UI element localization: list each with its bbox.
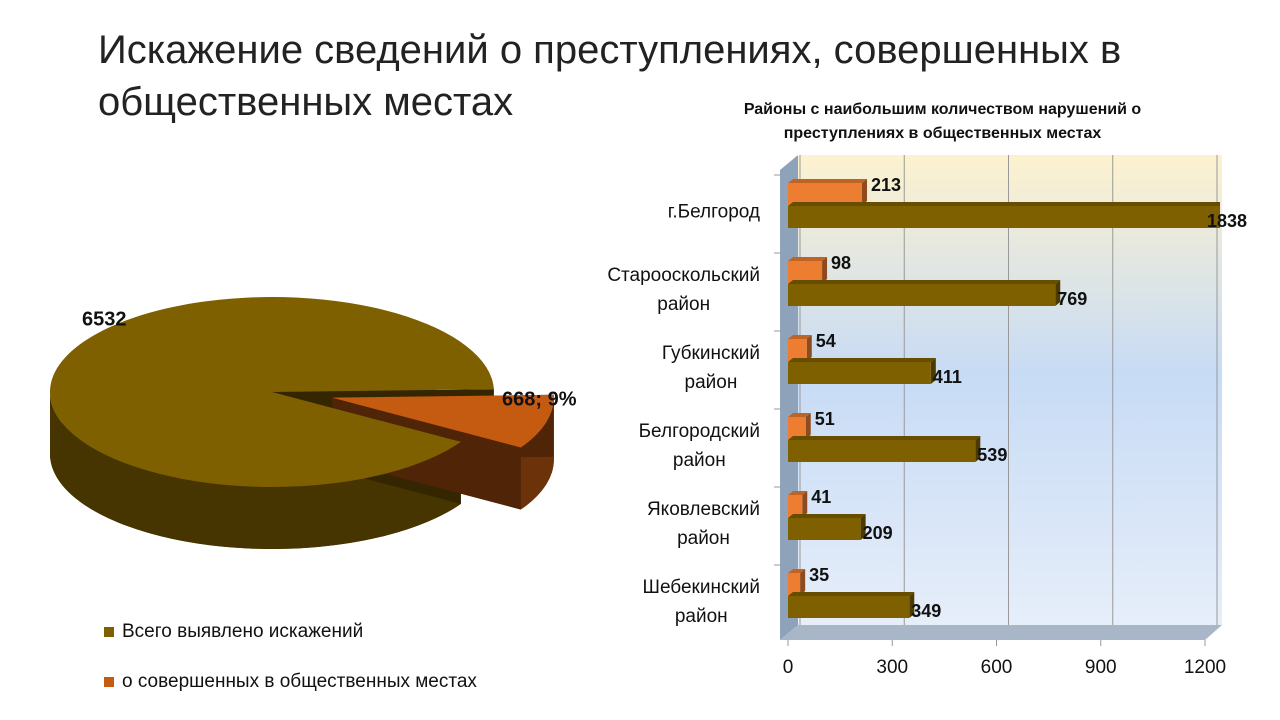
data-label: 41 xyxy=(811,487,831,507)
bar xyxy=(788,339,807,361)
bar-side xyxy=(909,592,915,618)
chart-title: Районы с наибольшим количеством нарушени… xyxy=(743,101,1142,142)
bar xyxy=(788,440,976,462)
bar-top xyxy=(788,179,868,183)
bar-side xyxy=(822,257,828,283)
legend-item: Всего выявлено искажений xyxy=(104,621,363,643)
y-tick-label: г.Белгород xyxy=(667,201,760,223)
x-tick-label: 0 xyxy=(783,657,794,678)
bar-side xyxy=(930,358,936,384)
bar xyxy=(788,261,823,283)
pie-side xyxy=(50,392,461,549)
data-label: 213 xyxy=(871,175,901,195)
bar-top xyxy=(788,592,915,596)
x-tick-label: 600 xyxy=(981,657,1013,678)
bar-top xyxy=(788,280,1061,284)
data-label: 51 xyxy=(815,409,835,429)
bar-top xyxy=(788,257,828,261)
bar-side xyxy=(860,514,866,540)
bar-side xyxy=(1055,280,1061,306)
data-label: 209 xyxy=(863,523,893,543)
y-tick-label: Губкинский район xyxy=(661,343,760,393)
data-label: 35 xyxy=(809,565,829,585)
data-label: 6532 xyxy=(82,308,127,330)
data-label: 54 xyxy=(816,331,836,351)
bar xyxy=(788,495,803,517)
bar-top xyxy=(788,202,1220,206)
y-tick-label: Шебекинский район xyxy=(642,577,760,627)
data-label: 1838 xyxy=(1207,211,1247,231)
bar-top xyxy=(788,358,936,362)
bar xyxy=(788,183,863,205)
bar-side xyxy=(800,569,806,595)
y-tick-label: Белгородский район xyxy=(638,421,760,471)
x-tick-label: 1200 xyxy=(1184,657,1226,678)
legend-swatch xyxy=(104,677,114,687)
pie-slice xyxy=(331,394,554,448)
bar xyxy=(788,596,910,618)
slide-title: Искажение сведений о преступлениях, сове… xyxy=(98,28,1122,124)
legend-label: Всего выявлено искажений xyxy=(122,621,364,642)
legend-label: о совершенных в общественных местах xyxy=(122,671,477,692)
legend-swatch xyxy=(104,627,114,637)
data-label: 411 xyxy=(933,367,962,387)
x-tick-label: 300 xyxy=(876,657,908,678)
bar-side xyxy=(806,335,812,361)
bar-top xyxy=(788,413,811,417)
bar-side xyxy=(975,436,981,462)
data-label: 769 xyxy=(1057,289,1087,309)
bar xyxy=(788,573,801,595)
bar-side xyxy=(802,491,808,517)
bar-top xyxy=(788,491,808,495)
y-tick-label: Старооскольский район xyxy=(607,265,760,315)
legend-item: о совершенных в общественных местах xyxy=(104,671,477,693)
bar-side xyxy=(805,413,811,439)
bars xyxy=(788,179,1220,618)
bar xyxy=(788,417,806,439)
bar-top xyxy=(788,436,981,440)
floor xyxy=(780,625,1222,640)
bar-top xyxy=(788,335,812,339)
x-tick-label: 900 xyxy=(1085,657,1117,678)
pie-slice xyxy=(49,297,494,488)
bar-top xyxy=(788,569,806,573)
data-label: 98 xyxy=(831,253,851,273)
bar xyxy=(788,518,861,540)
data-label: 539 xyxy=(977,445,1007,465)
data-label: 349 xyxy=(911,601,941,621)
bar xyxy=(788,284,1056,306)
bar-side xyxy=(862,179,868,205)
y-tick-label: Яковлевский район xyxy=(646,499,760,549)
bar xyxy=(788,362,931,384)
data-label: 668; 9% xyxy=(502,388,577,410)
bar xyxy=(788,206,1220,228)
bar-top xyxy=(788,514,866,518)
